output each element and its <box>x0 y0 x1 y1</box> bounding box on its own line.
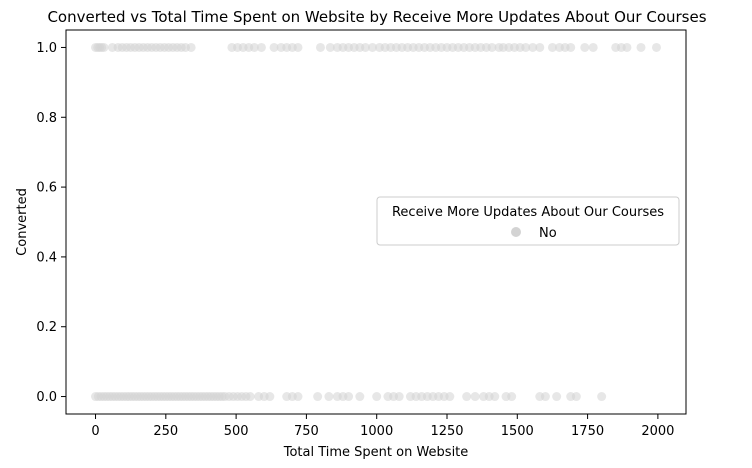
data-point <box>315 42 325 52</box>
data-point <box>528 42 538 52</box>
data-point <box>552 392 562 402</box>
x-axis-ticks: 0 250 500 750 1000 1250 1500 1750 2000 <box>91 414 674 439</box>
data-point <box>269 42 279 52</box>
plot-area-frame <box>65 29 687 415</box>
data-point <box>651 42 661 52</box>
x-tick-label: 750 <box>294 424 319 439</box>
data-point <box>445 392 455 402</box>
data-point <box>462 392 472 402</box>
data-point <box>487 42 497 52</box>
legend: Receive More Updates About Our Courses N… <box>376 196 680 246</box>
data-point <box>293 42 303 52</box>
data-point <box>265 392 275 402</box>
data-point <box>580 42 590 52</box>
x-tick-label: 1500 <box>501 424 534 439</box>
y-tick-label: 0.6 <box>36 181 57 196</box>
data-point <box>245 392 255 402</box>
legend-marker <box>511 227 521 237</box>
chart-title: Converted vs Total Time Spent on Website… <box>47 8 706 26</box>
data-point <box>622 42 632 52</box>
data-point <box>324 392 334 402</box>
data-point <box>535 42 545 52</box>
legend-frame <box>376 196 680 246</box>
data-point <box>566 42 576 52</box>
y-tick-label: 0.0 <box>36 390 57 405</box>
data-point <box>360 42 370 52</box>
x-tick-label: 250 <box>153 424 178 439</box>
data-point <box>547 42 557 52</box>
x-axis-label: Total Time Spent on Website <box>283 445 469 460</box>
data-point <box>636 42 646 52</box>
data-point <box>367 42 377 52</box>
data-point <box>507 392 517 402</box>
y-tick-label: 0.8 <box>36 111 57 126</box>
y-axis-ticks: 0.0 0.2 0.4 0.6 0.8 1.0 <box>36 41 66 405</box>
data-point <box>588 42 598 52</box>
data-point <box>597 392 607 402</box>
y-tick-label: 0.2 <box>36 320 57 335</box>
data-point <box>355 392 365 402</box>
data-point <box>249 42 259 52</box>
x-tick-label: 500 <box>224 424 249 439</box>
data-point <box>293 392 303 402</box>
data-point <box>571 392 581 402</box>
data-point <box>186 42 196 52</box>
x-tick-label: 2000 <box>641 424 674 439</box>
y-tick-label: 0.4 <box>36 250 57 265</box>
legend-label-no: No <box>539 226 557 241</box>
data-point <box>394 392 404 402</box>
x-tick-label: 1250 <box>430 424 463 439</box>
x-tick-label: 1750 <box>571 424 604 439</box>
y-tick-label: 1.0 <box>36 41 57 56</box>
data-point <box>540 392 550 402</box>
data-point <box>344 392 354 402</box>
data-point <box>325 42 335 52</box>
data-point <box>256 42 266 52</box>
y-axis-label: Converted <box>15 188 30 256</box>
data-point <box>313 392 323 402</box>
x-tick-label: 0 <box>91 424 99 439</box>
data-point <box>99 42 109 52</box>
data-points <box>91 42 661 402</box>
data-point <box>521 42 531 52</box>
legend-title: Receive More Updates About Our Courses <box>392 205 664 220</box>
data-point <box>490 392 500 402</box>
data-point <box>372 392 382 402</box>
data-point <box>470 392 480 402</box>
x-tick-label: 1000 <box>360 424 393 439</box>
